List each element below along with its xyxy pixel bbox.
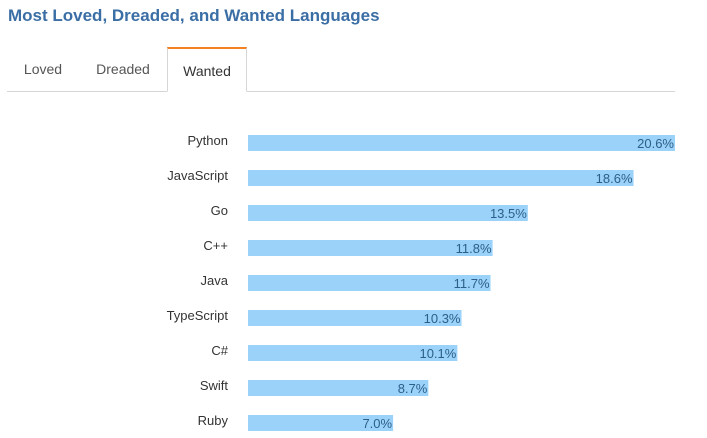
tab-bar: Loved Dreaded Wanted	[7, 47, 675, 92]
category-label: JavaScript	[167, 168, 228, 183]
bar[interactable]	[248, 135, 675, 151]
category-label: TypeScript	[167, 308, 229, 323]
category-label: C#	[211, 343, 228, 358]
tab-dreaded[interactable]: Dreaded	[96, 61, 150, 77]
value-label: 11.8%	[456, 241, 492, 256]
bar[interactable]	[248, 310, 462, 326]
value-label: 11.7%	[454, 276, 490, 291]
bar[interactable]	[248, 275, 491, 291]
value-label: 10.3%	[424, 311, 461, 326]
category-label: Swift	[200, 378, 229, 393]
value-label: 13.5%	[490, 206, 527, 221]
category-label: Go	[211, 203, 228, 218]
bar[interactable]	[248, 345, 458, 361]
bar[interactable]	[248, 415, 394, 431]
value-label: 18.6%	[596, 171, 633, 186]
bar[interactable]	[248, 240, 493, 256]
tab-loved[interactable]: Loved	[23, 61, 63, 77]
value-label: 7.0%	[362, 416, 392, 431]
category-label: C++	[203, 238, 228, 253]
category-label: Ruby	[198, 413, 229, 428]
tab-wanted[interactable]: Wanted	[167, 47, 247, 92]
value-label: 8.7%	[398, 381, 428, 396]
value-label: 10.1%	[419, 346, 456, 361]
bar[interactable]	[248, 205, 528, 221]
bar[interactable]	[248, 170, 634, 186]
category-label: Java	[201, 273, 229, 288]
page-title: Most Loved, Dreaded, and Wanted Language…	[8, 6, 380, 25]
category-label: Python	[188, 133, 228, 148]
value-label: 20.6%	[637, 136, 674, 151]
bar[interactable]	[248, 380, 429, 396]
